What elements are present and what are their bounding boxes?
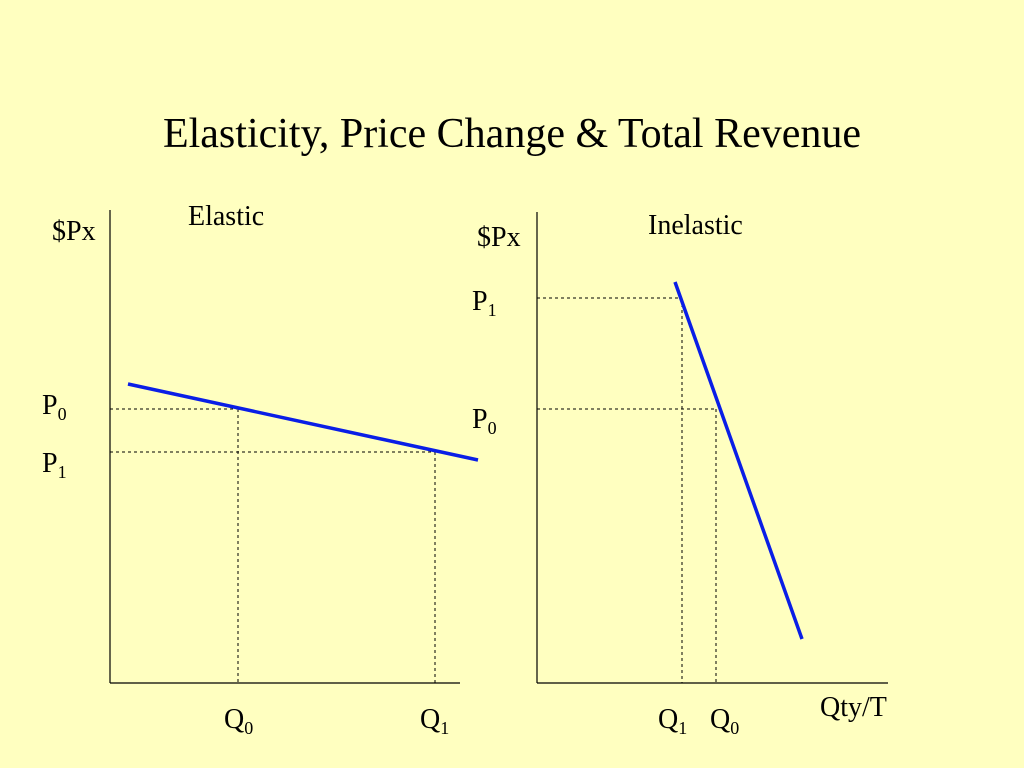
right-p0-label: P0 xyxy=(472,404,497,438)
right-p1-label: P1 xyxy=(472,286,497,320)
right-x-axis-label: Qty/T xyxy=(820,692,887,723)
left-q0-label: Q0 xyxy=(224,704,253,738)
left-y-axis-label: $Px xyxy=(52,216,96,247)
elastic-heading: Elastic xyxy=(188,201,264,232)
elastic-demand-line xyxy=(127,382,479,462)
inelastic-heading: Inelastic xyxy=(648,210,743,241)
slide-title: Elasticity, Price Change & Total Revenue xyxy=(162,111,862,157)
right-q0-label: Q0 xyxy=(710,704,739,738)
right-y-axis-label: $Px xyxy=(477,222,521,253)
left-p1-label: P1 xyxy=(42,448,67,482)
inelastic-demand-line xyxy=(673,281,804,640)
left-q1-label: Q1 xyxy=(420,704,449,738)
right-q1-label: Q1 xyxy=(658,704,687,738)
left-p0-label: P0 xyxy=(42,390,67,424)
elastic-panel: Elastic $Px P0 P1 Q0 Q1 xyxy=(42,201,479,738)
inelastic-panel: Inelastic $Px P1 P0 Q1 Q0 Qty/T xyxy=(472,210,888,738)
